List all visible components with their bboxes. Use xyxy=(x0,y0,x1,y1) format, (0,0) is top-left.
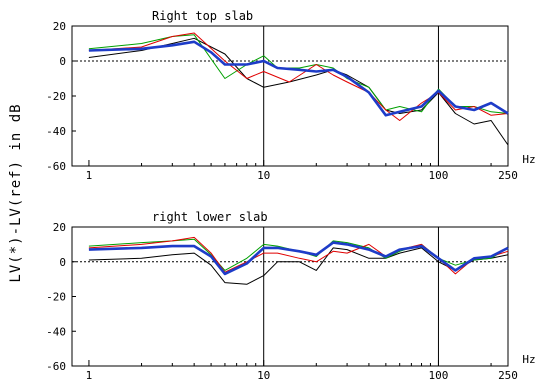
y-tick-label: 0 xyxy=(59,256,66,269)
y-tick-label: -20 xyxy=(46,291,66,304)
y-tick-label: -20 xyxy=(46,90,66,103)
y-tick-label: -40 xyxy=(46,325,66,338)
chart-title: right lower slab xyxy=(152,210,268,224)
y-tick-label: 20 xyxy=(53,221,66,234)
x-tick-label: 1 xyxy=(86,369,93,382)
x-tick-label: 250 xyxy=(498,369,518,382)
y-axis-label: LV(*)-LV(ref) in dB xyxy=(8,103,24,282)
chart-title: Right top slab xyxy=(152,9,253,23)
x-tick-label: 10 xyxy=(257,169,270,182)
series-line-2 xyxy=(88,32,509,121)
y-tick-label: 0 xyxy=(59,55,66,68)
chart-panel-top: 20 0 -20 -40 -60 1 10 100 250 Hz Right top slab xyxy=(46,9,536,182)
x-tick-label: 10 xyxy=(257,369,270,382)
x-tick-label: 1 xyxy=(86,169,93,182)
y-tick-label: -40 xyxy=(46,125,66,138)
y-tick-label: -60 xyxy=(46,160,66,173)
x-axis-label: Hz xyxy=(522,353,535,366)
y-tick-label: 20 xyxy=(53,20,66,33)
y-tick-label: -60 xyxy=(46,360,66,373)
series-line-0 xyxy=(88,37,509,146)
x-tick-label: 100 xyxy=(429,369,449,382)
series-line-3 xyxy=(88,40,509,117)
x-axis-label: Hz xyxy=(522,153,535,166)
x-tick-label: 250 xyxy=(498,169,518,182)
series-line-2 xyxy=(88,236,509,275)
chart-panel-bottom: 20 0 -20 -40 -60 1 10 100 250 Hz right lower slab xyxy=(46,210,536,382)
series-line-0 xyxy=(88,247,509,285)
x-tick-label: 100 xyxy=(429,169,449,182)
series-line-3 xyxy=(88,241,509,276)
